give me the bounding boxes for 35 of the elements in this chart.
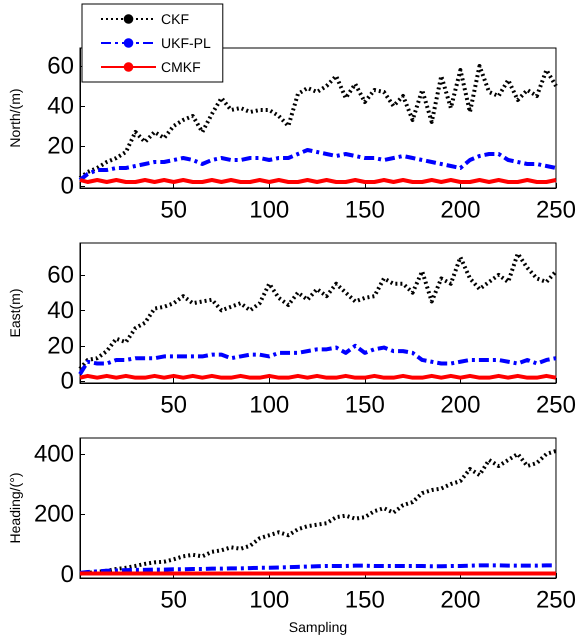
x-tick-label: 200 [440,392,480,418]
x-tick-label: 50 [160,586,188,614]
legend-label: UKF-PL [161,35,211,51]
y-tick-label: 20 [47,132,74,160]
x-tick-label: 200 [440,586,480,614]
y-axis-title: North/(m) [7,88,23,148]
y-tick-label: 60 [47,261,74,288]
y-tick-label: 0 [60,560,74,588]
x-tick-label: 150 [344,196,385,224]
line-series [78,344,558,376]
y-tick-label: 40 [47,296,74,324]
y-tick-label: 40 [47,92,74,120]
y-axis-title: East(m) [7,288,23,338]
line-series [78,148,558,182]
y-tick-label: 0 [60,172,74,200]
legend-label: CKF [161,11,189,27]
x-tick-label: 150 [344,586,385,614]
y-tick-label: 20 [47,332,74,360]
y-tick-label: 200 [34,500,74,528]
x-tick-label: 250 [536,392,576,418]
x-tick-label: 50 [160,392,188,418]
x-tick-label: 250 [536,586,576,614]
x-axis-title: Sampling [288,619,348,635]
x-tick-label: 100 [249,196,290,224]
y-tick-label: 400 [34,440,74,468]
y-axis-title: Heading/(°) [7,472,23,544]
x-tick-label: 150 [344,392,385,418]
legend-label: CMKF [161,59,201,75]
x-tick-label: 100 [249,392,290,418]
x-tick-label: 100 [249,586,290,614]
x-tick-label: 250 [536,196,576,224]
y-tick-label: 60 [47,52,74,80]
x-tick-label: 50 [160,196,188,224]
y-tick-label: 0 [60,368,74,395]
x-tick-label: 200 [440,196,480,224]
